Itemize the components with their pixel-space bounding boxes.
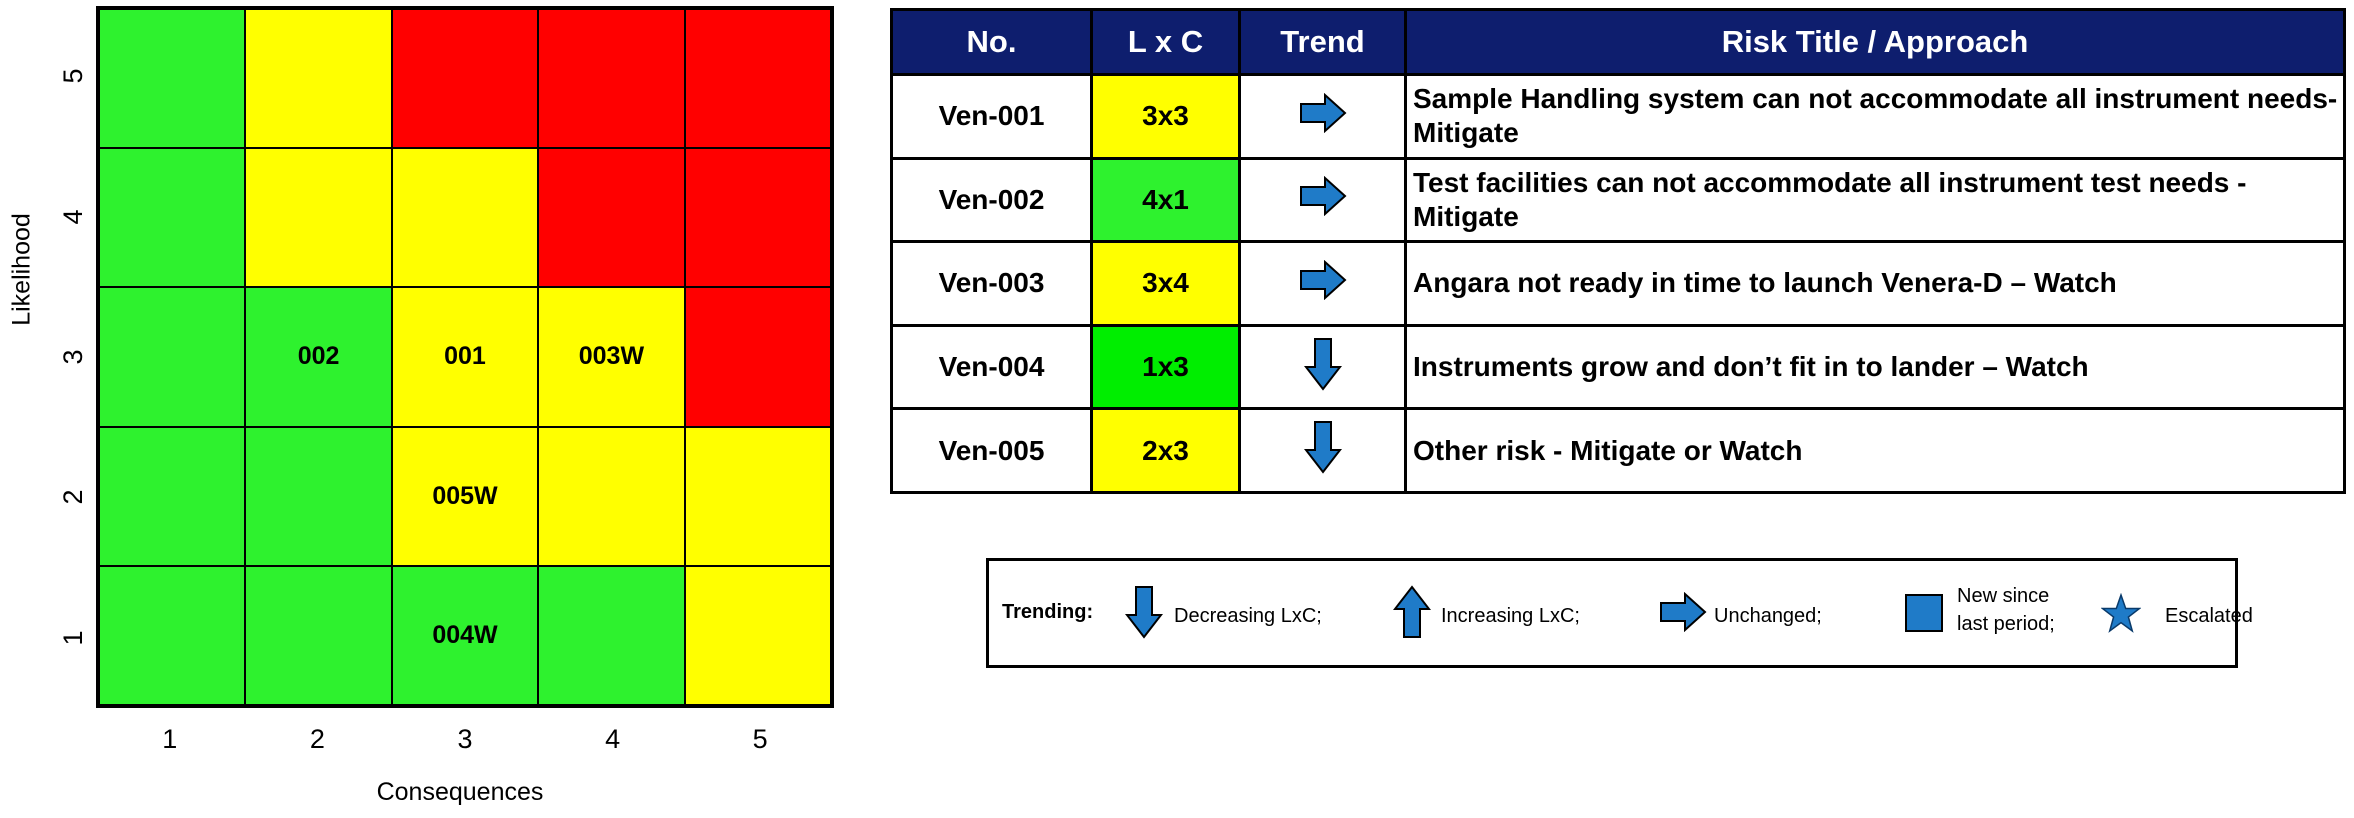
y-tick-label: 5 xyxy=(57,68,88,84)
risk-title: Instruments grow and don’t fit in to lan… xyxy=(1404,323,2346,411)
matrix-cell-L1-C3: 004W xyxy=(391,565,539,705)
header-no: No. xyxy=(890,8,1093,76)
y-tick-label: 1 xyxy=(57,630,88,646)
down-arrow-icon xyxy=(1303,421,1342,474)
matrix-cell-L3-C1 xyxy=(99,287,246,427)
risk-marker: 004W xyxy=(432,620,498,649)
risk-id: Ven-005 xyxy=(890,407,1093,494)
matrix-cell-L1-C2 xyxy=(245,565,392,705)
matrix-cell-L3-C4: 003W xyxy=(538,287,685,427)
lxc-value: 3x4 xyxy=(1090,240,1241,327)
matrix-cell-L4-C2 xyxy=(245,148,392,288)
x-tick-label: 1 xyxy=(162,724,178,754)
matrix-cell-L1-C5 xyxy=(684,565,831,705)
table-row: Ven-005 2x3 Other risk - Mitigate or Watch xyxy=(890,407,2346,494)
matrix-cell-L3-C5 xyxy=(684,287,831,427)
trend-legend: Trending: Decreasing LxC; Increasing LxC… xyxy=(986,558,2253,668)
down-arrow-icon xyxy=(1125,586,1163,639)
matrix-cell-L5-C2 xyxy=(245,9,392,149)
risk-title: Sample Handling system can not accommoda… xyxy=(1404,73,2346,160)
table-row: Ven-001 3x3 Sample Handling system can not… xyxy=(890,73,2346,160)
header-risk-title: Risk Title / Approach xyxy=(1404,8,2346,76)
risk-id: Ven-001 xyxy=(890,73,1093,160)
y-tick-label: 3 xyxy=(57,349,88,365)
right-arrow-icon xyxy=(1660,592,1707,632)
legend-decreasing: Decreasing LxC; xyxy=(1174,605,1322,627)
legend-unchanged: Unchanged; xyxy=(1714,605,1822,627)
y-axis-label: Likelihood xyxy=(7,213,36,326)
matrix-cell-L1-C1 xyxy=(99,565,246,705)
matrix-cell-L3-C3: 001 xyxy=(391,287,539,427)
matrix-cell-L5-C3 xyxy=(391,9,539,149)
right-arrow-icon xyxy=(1299,92,1346,134)
trend-indicator xyxy=(1238,156,1407,244)
trend-indicator xyxy=(1238,240,1407,327)
matrix-cell-L5-C1 xyxy=(99,9,246,149)
risk-title: Other risk - Mitigate or Watch xyxy=(1404,407,2346,494)
up-arrow-icon xyxy=(1393,585,1431,638)
right-arrow-icon xyxy=(1299,259,1346,301)
lxc-value: 2x3 xyxy=(1090,407,1241,494)
matrix-cell-L3-C2: 002 xyxy=(245,287,392,427)
y-tick-label: 2 xyxy=(57,489,88,505)
matrix-cell-L1-C4 xyxy=(538,565,685,705)
matrix-cell-L2-C5 xyxy=(684,426,831,566)
lxc-value: 4x1 xyxy=(1090,156,1241,244)
risk-marker: 003W xyxy=(578,342,645,371)
legend-increasing: Increasing LxC; xyxy=(1441,605,1580,627)
x-tick-label: 2 xyxy=(309,724,325,754)
right-arrow-icon xyxy=(1299,176,1346,217)
x-axis-label: Consequences xyxy=(376,778,544,806)
matrix-cell-L4-C1 xyxy=(99,148,246,288)
risk-title: Angara not ready in time to launch Vener… xyxy=(1404,240,2346,327)
legend-title: Trending: xyxy=(1002,601,1094,623)
lxc-value: 1x3 xyxy=(1090,323,1241,411)
star-icon xyxy=(2101,593,2141,633)
square-icon xyxy=(1905,594,1943,632)
matrix-cell-L2-C3: 005W xyxy=(391,426,539,566)
risk-title: Test facilities can not accommodate all … xyxy=(1404,156,2346,244)
trend-indicator xyxy=(1238,407,1407,494)
table-row: Ven-004 1x3 Instruments grow and don’t fit… xyxy=(890,323,2346,411)
matrix-cell-L4-C3 xyxy=(391,148,539,288)
risk-matrix: 002 001 003W 005W 004W xyxy=(96,6,834,708)
x-tick-label: 5 xyxy=(752,724,768,754)
lxc-value: 3x3 xyxy=(1090,73,1241,160)
matrix-cell-L2-C1 xyxy=(99,426,246,566)
legend-new-line1: New since xyxy=(1957,585,2050,607)
matrix-cell-L4-C4 xyxy=(538,148,685,288)
header-lxc: L x C xyxy=(1090,8,1241,76)
matrix-cell-L2-C4 xyxy=(538,426,685,566)
risk-marker: 005W xyxy=(432,481,498,510)
table-header-row: No. L x C Trend Risk Title / Approach xyxy=(890,8,2346,76)
risk-marker: 001 xyxy=(444,342,486,371)
matrix-cell-L5-C5 xyxy=(684,9,831,149)
x-tick-label: 3 xyxy=(457,724,473,754)
matrix-cell-L5-C4 xyxy=(538,9,685,149)
trend-indicator xyxy=(1238,73,1407,160)
risk-table: No. L x C Trend Risk Title / Approach Ve… xyxy=(890,8,2346,494)
risk-id: Ven-003 xyxy=(890,240,1093,327)
legend-escalated: Escalated xyxy=(2165,605,2253,627)
x-tick-label: 4 xyxy=(605,724,621,754)
legend-new-line2: last period; xyxy=(1957,613,2055,635)
table-row: Ven-002 4x1 Test facilities can not accomm… xyxy=(890,156,2346,244)
matrix-cell-L4-C5 xyxy=(684,148,831,288)
risk-id: Ven-004 xyxy=(890,323,1093,411)
matrix-cell-L2-C2 xyxy=(245,426,392,566)
table-row: Ven-003 3x4 Angara not ready in time to la… xyxy=(890,240,2346,327)
header-trend: Trend xyxy=(1238,8,1407,76)
risk-marker: 002 xyxy=(297,342,340,371)
down-arrow-icon xyxy=(1303,337,1342,391)
trend-indicator xyxy=(1238,323,1407,411)
y-tick-label: 4 xyxy=(57,209,88,225)
risk-id: Ven-002 xyxy=(890,156,1093,244)
